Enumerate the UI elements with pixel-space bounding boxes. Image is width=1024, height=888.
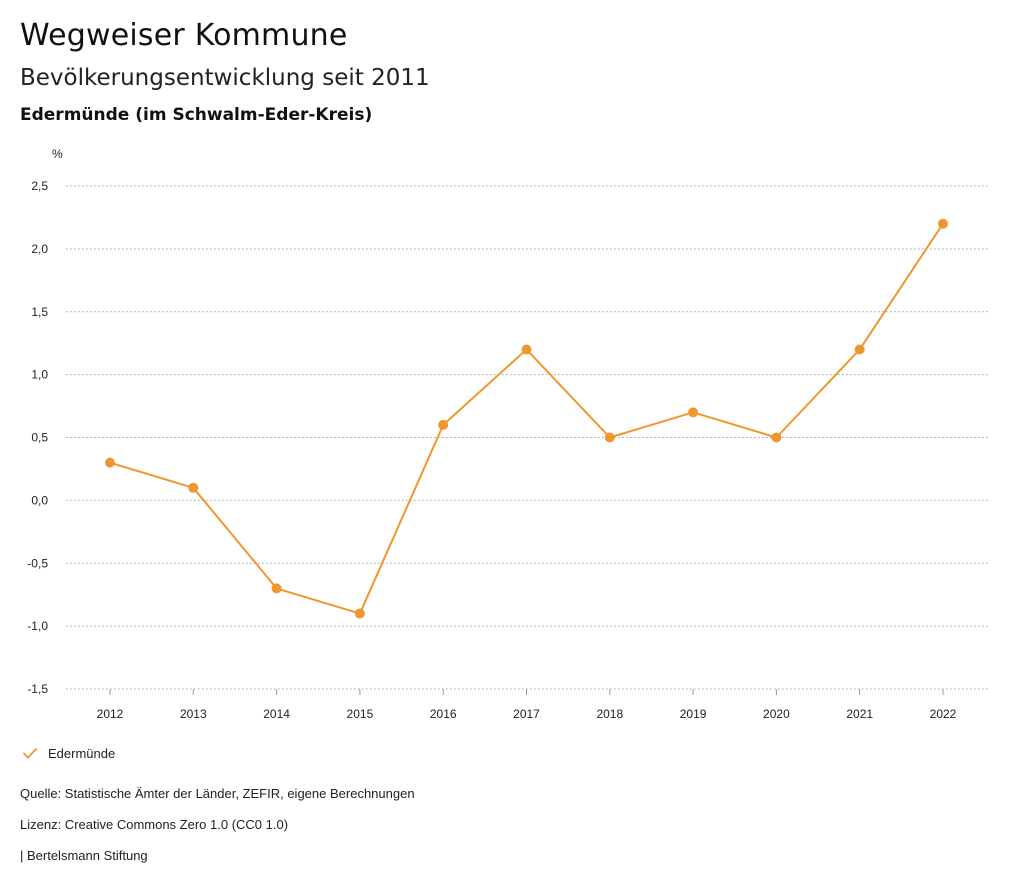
- y-tick-label: -0,5: [27, 556, 48, 570]
- y-tick-label: -1,0: [27, 619, 48, 633]
- x-tick-label: 2019: [680, 707, 707, 721]
- y-tick-label: -1,5: [27, 682, 48, 696]
- x-tick-label: 2018: [596, 707, 623, 721]
- series-points: [105, 218, 948, 619]
- x-tick-label: 2020: [763, 707, 790, 721]
- x-axis-ticks: 2012 2013 2014 2015 2016 2017 2018 2019 2020 2021…: [97, 689, 957, 721]
- data-point[interactable]: [938, 218, 948, 229]
- x-tick-label: 2014: [263, 707, 290, 721]
- chart-subtitle: Bevölkerungsentwicklung seit 2011: [20, 65, 430, 91]
- data-point[interactable]: [604, 432, 615, 443]
- y-axis-unit: %: [52, 147, 63, 161]
- data-point[interactable]: [105, 457, 115, 468]
- legend-item-edermuende[interactable]: Edermünde: [22, 745, 115, 761]
- y-tick-label: 1,5: [31, 305, 48, 319]
- license-note: Lizenz: Creative Commons Zero 1.0 (CC0 1…: [20, 817, 289, 832]
- series-lines: [109, 223, 944, 615]
- legend-label: Edermünde: [48, 745, 116, 761]
- checkmark-icon: [23, 748, 37, 759]
- x-tick-label: 2012: [97, 707, 124, 721]
- chart-title: Wegweiser Kommune: [20, 18, 348, 53]
- x-tick-label: 2013: [180, 707, 207, 721]
- x-tick-label: 2015: [347, 707, 374, 721]
- data-point[interactable]: [688, 407, 699, 418]
- data-point[interactable]: [521, 344, 532, 355]
- y-tick-label: 0,0: [31, 493, 48, 507]
- x-tick-label: 2022: [930, 707, 957, 721]
- y-tick-label: 0,5: [31, 431, 48, 445]
- region-label: Edermünde (im Schwalm-Eder-Kreis): [20, 105, 373, 125]
- x-tick-label: 2016: [430, 707, 457, 721]
- y-tick-label: 2,5: [31, 179, 48, 193]
- data-point[interactable]: [854, 344, 865, 355]
- series-line-edermuende: [109, 223, 944, 615]
- data-point[interactable]: [271, 583, 282, 594]
- data-point[interactable]: [354, 608, 365, 619]
- data-point[interactable]: [771, 432, 782, 443]
- y-tick-label: 1,0: [31, 368, 48, 382]
- data-point[interactable]: [188, 482, 199, 493]
- y-axis-ticks: 2,5 2,0 1,5 1,0 0,5 0,0 -0,5 -1,0 -1,5: [27, 179, 48, 696]
- source-note: Quelle: Statistische Ämter der Länder, Z…: [20, 786, 415, 801]
- brand-note: | Bertelsmann Stiftung: [20, 848, 148, 863]
- data-point[interactable]: [438, 419, 449, 430]
- x-tick-label: 2017: [513, 707, 540, 721]
- x-tick-label: 2021: [846, 707, 873, 721]
- y-tick-label: 2,0: [31, 242, 48, 256]
- grid-lines: [66, 185, 990, 690]
